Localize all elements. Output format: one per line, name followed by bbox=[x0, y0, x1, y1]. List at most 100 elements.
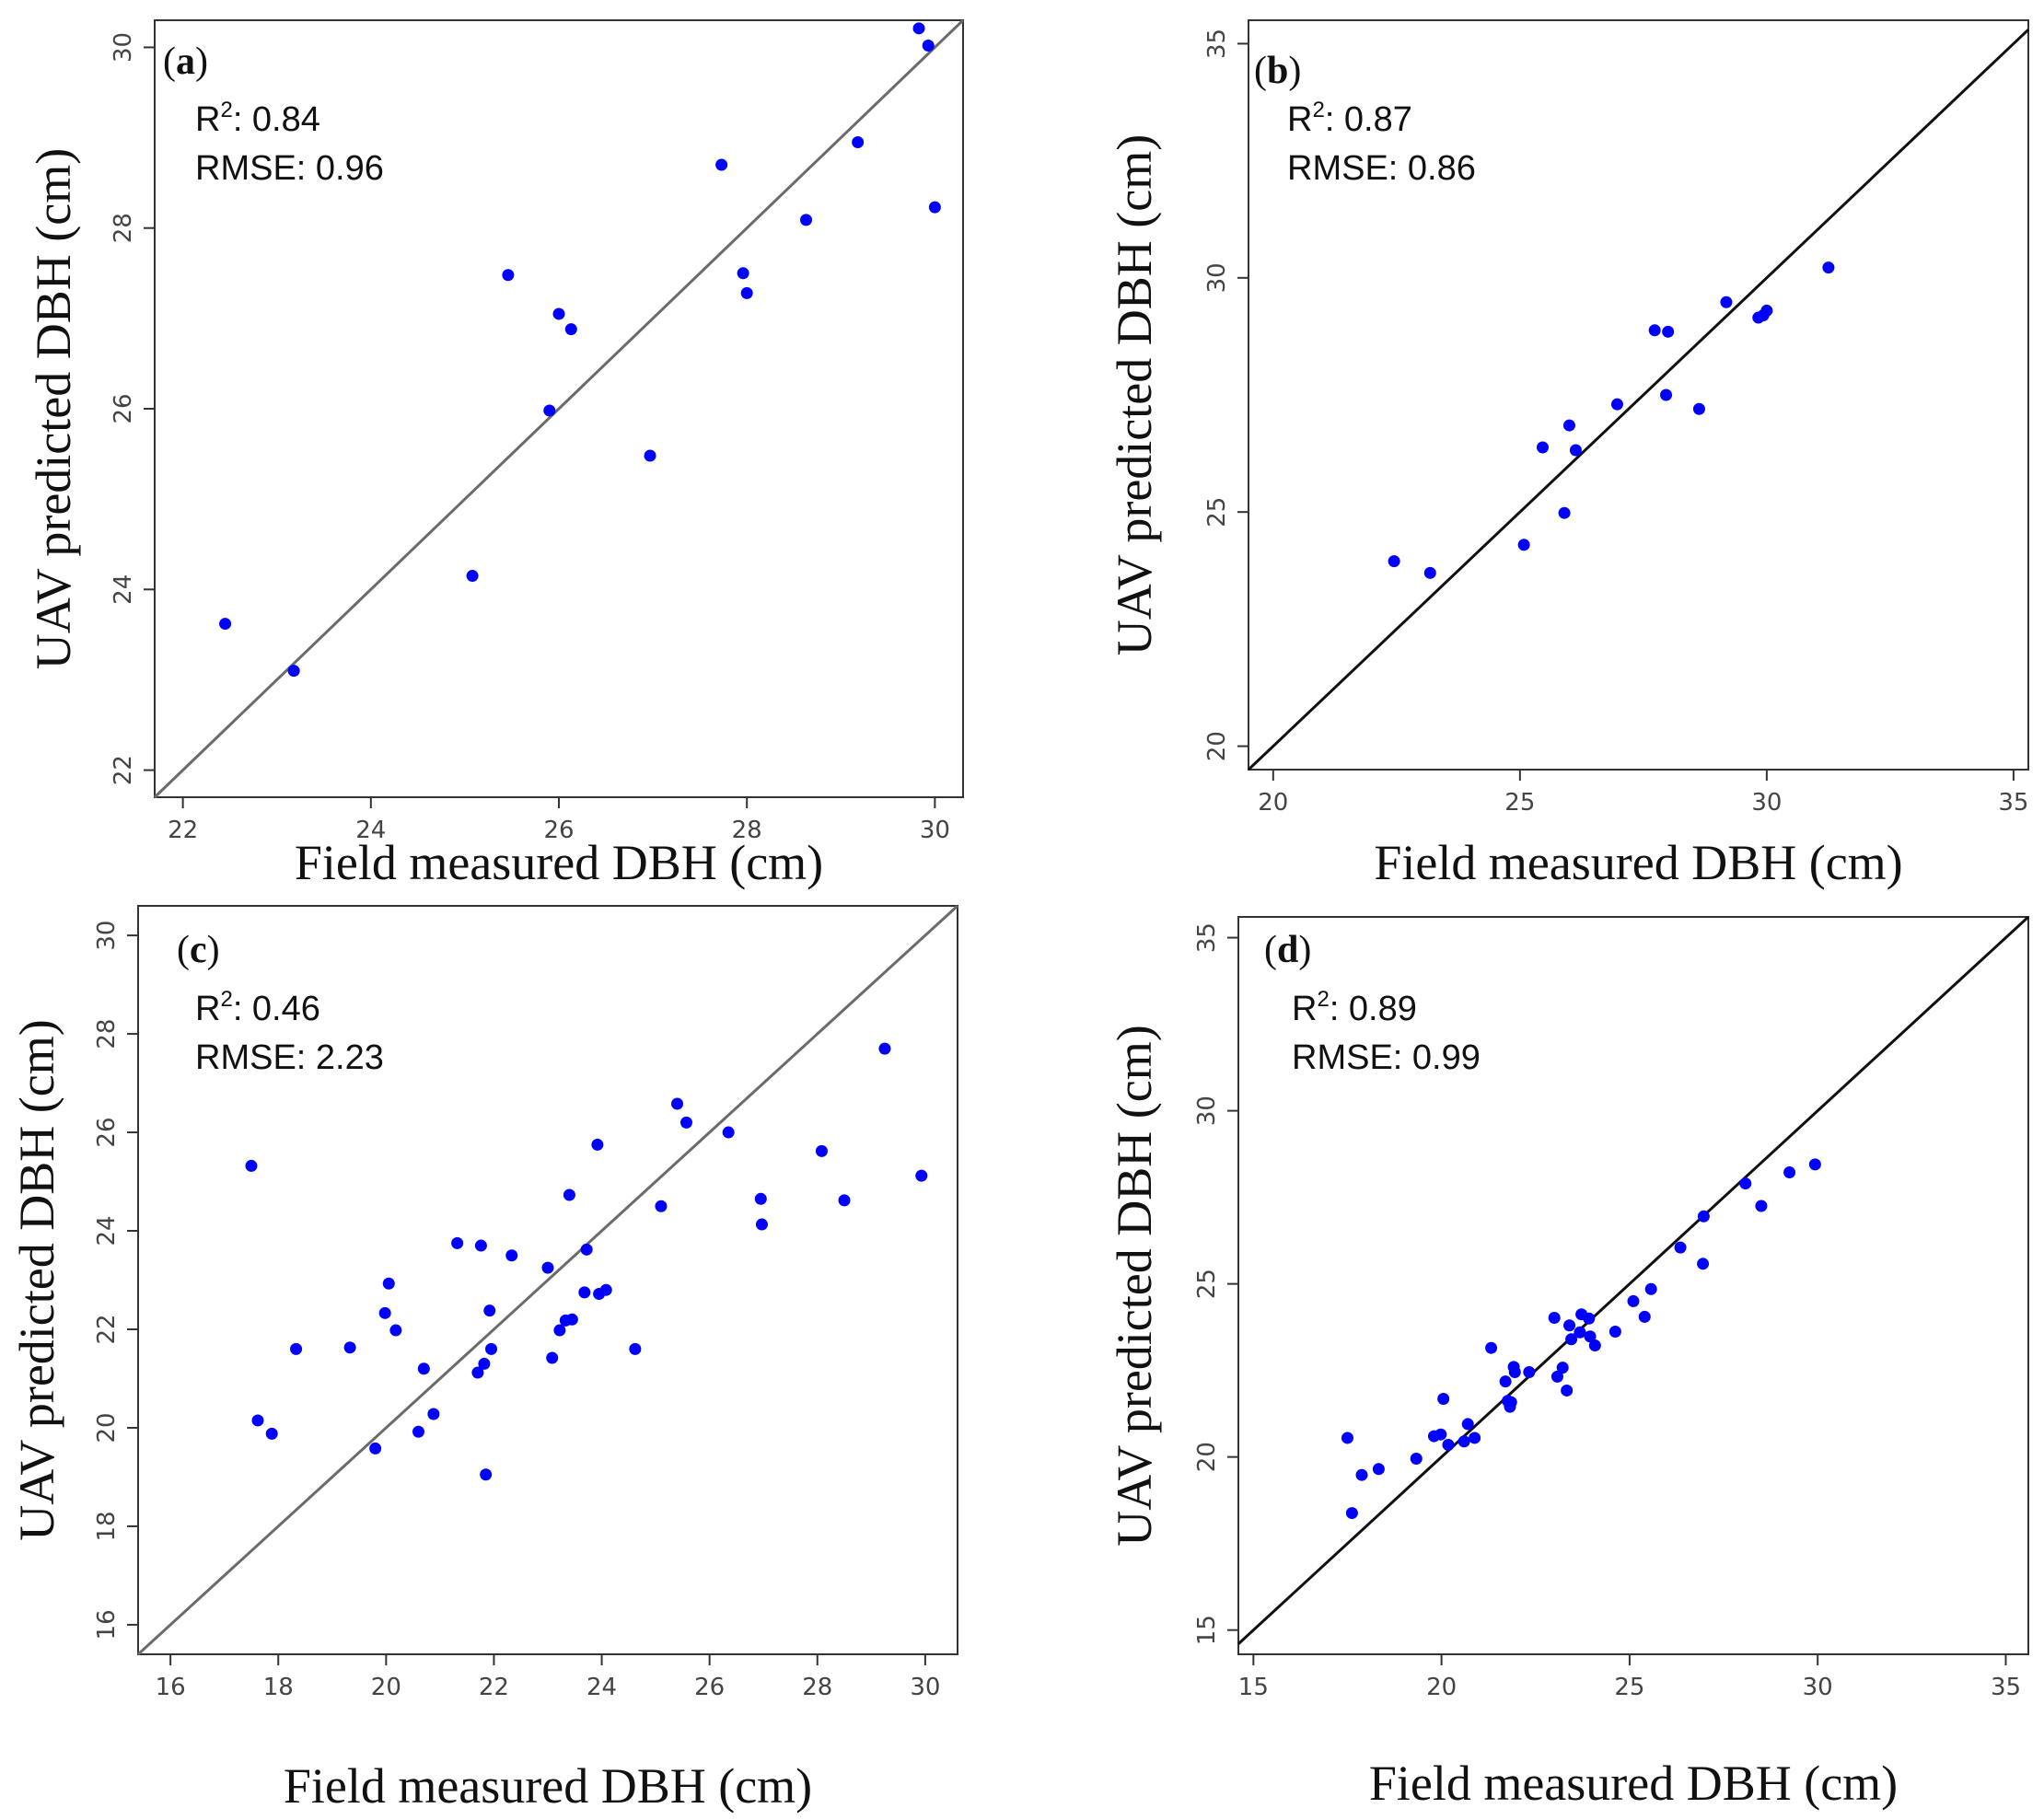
y-tick-label: 16 bbox=[93, 1609, 121, 1640]
x-axis-title: Field measured DBH (cm) bbox=[295, 835, 823, 890]
data-point bbox=[1648, 324, 1661, 337]
y-tick-label: 15 bbox=[1193, 1615, 1221, 1645]
y-tick-label: 30 bbox=[93, 921, 121, 951]
data-point bbox=[483, 1304, 496, 1317]
data-point bbox=[565, 1313, 578, 1326]
data-point bbox=[245, 1159, 258, 1172]
data-point bbox=[480, 1468, 493, 1481]
data-point bbox=[343, 1341, 356, 1354]
data-point bbox=[1537, 441, 1550, 454]
y-axis-title: UAV predicted DBH (cm) bbox=[9, 1019, 64, 1540]
r2-annotation: R2: 0.84 bbox=[195, 98, 320, 139]
data-point bbox=[1574, 1326, 1586, 1339]
data-point bbox=[1517, 539, 1530, 551]
data-point bbox=[382, 1277, 395, 1290]
data-point bbox=[1423, 566, 1436, 579]
data-point bbox=[1563, 1319, 1576, 1332]
data-point bbox=[541, 1261, 554, 1274]
data-point bbox=[755, 1218, 768, 1231]
data-point bbox=[599, 1283, 612, 1296]
data-point bbox=[1410, 1453, 1423, 1466]
data-point bbox=[466, 570, 479, 583]
data-point bbox=[1437, 1392, 1450, 1405]
data-point bbox=[485, 1342, 498, 1355]
data-point bbox=[1662, 325, 1675, 338]
rmse-annotation: RMSE: 0.86 bbox=[1287, 149, 1476, 188]
data-point bbox=[427, 1408, 440, 1420]
data-point bbox=[591, 1138, 604, 1151]
r2-annotation: R2: 0.46 bbox=[195, 987, 320, 1028]
x-tick-label: 20 bbox=[1426, 1674, 1457, 1701]
data-point bbox=[478, 1357, 491, 1370]
y-axis-title: UAV predicted DBH (cm) bbox=[26, 148, 81, 669]
data-point bbox=[679, 1116, 692, 1129]
x-tick-label: 25 bbox=[1504, 789, 1535, 817]
data-point bbox=[378, 1306, 391, 1319]
data-point bbox=[1508, 1366, 1521, 1379]
data-point bbox=[1808, 1158, 1821, 1171]
data-point bbox=[740, 286, 753, 299]
data-point bbox=[1469, 1432, 1481, 1444]
data-point bbox=[722, 1126, 735, 1139]
data-point bbox=[543, 404, 556, 417]
data-point bbox=[1556, 1362, 1569, 1374]
data-point bbox=[265, 1427, 278, 1440]
data-point bbox=[474, 1239, 487, 1252]
data-point bbox=[737, 267, 749, 280]
data-point bbox=[928, 201, 941, 214]
data-point bbox=[922, 39, 935, 52]
data-point bbox=[219, 618, 232, 631]
data-point bbox=[1341, 1432, 1353, 1444]
data-point bbox=[1660, 388, 1673, 401]
data-point bbox=[1674, 1241, 1687, 1254]
r2-annotation: R2: 0.89 bbox=[1292, 987, 1417, 1028]
x-tick-label: 28 bbox=[732, 817, 762, 844]
data-point bbox=[1434, 1428, 1447, 1441]
x-axis-title: Field measured DBH (cm) bbox=[1374, 835, 1902, 890]
panel-label: (d) bbox=[1264, 929, 1311, 971]
data-point bbox=[1355, 1468, 1368, 1481]
x-tick-label: 25 bbox=[1614, 1674, 1644, 1701]
rmse-annotation: RMSE: 0.99 bbox=[1292, 1038, 1481, 1077]
data-point bbox=[655, 1200, 668, 1212]
y-axis-title: UAV predicted DBH (cm) bbox=[1107, 134, 1162, 655]
x-tick-label: 20 bbox=[1258, 789, 1288, 817]
y-tick-label: 22 bbox=[93, 1314, 121, 1344]
x-tick-label: 24 bbox=[355, 817, 386, 844]
data-point bbox=[553, 1324, 566, 1337]
plot-frame bbox=[1248, 19, 2029, 771]
data-point bbox=[1584, 1330, 1597, 1343]
x-axis-title: Field measured DBH (cm) bbox=[284, 1758, 812, 1814]
y-tick-label: 24 bbox=[110, 574, 137, 605]
data-point bbox=[1783, 1166, 1796, 1179]
data-point bbox=[1583, 1312, 1596, 1325]
data-point bbox=[1565, 1333, 1578, 1346]
x-tick-label: 15 bbox=[1238, 1674, 1269, 1701]
data-point bbox=[1561, 1384, 1574, 1397]
chart-panel-b: 20 25 30 35 20 25 30 35 (b) R2: 0.87 RMSE: 0.86 Fie… bbox=[1107, 19, 2030, 890]
x-tick-label: 26 bbox=[543, 817, 574, 844]
x-tick-label: 30 bbox=[1751, 789, 1782, 817]
data-point bbox=[754, 1192, 767, 1205]
one-to-one-line bbox=[1247, 29, 2030, 771]
data-point bbox=[1692, 402, 1705, 415]
data-point bbox=[671, 1097, 684, 1110]
chart-panel-d: 15 20 25 30 35 15 20 25 30 35 (d) R2: 0.89 RMSE: 0.9… bbox=[1107, 915, 2030, 1811]
y-tick-label: 30 bbox=[1193, 1095, 1221, 1126]
y-tick-label: 26 bbox=[93, 1117, 121, 1147]
data-point bbox=[290, 1342, 303, 1355]
y-tick-label: 18 bbox=[93, 1511, 121, 1541]
data-point bbox=[800, 214, 813, 226]
data-point bbox=[1588, 1339, 1601, 1352]
data-point bbox=[578, 1286, 591, 1299]
data-point bbox=[912, 22, 925, 35]
data-point bbox=[878, 1042, 891, 1055]
data-point bbox=[471, 1366, 484, 1379]
x-tick-label: 16 bbox=[156, 1674, 186, 1701]
data-point bbox=[502, 269, 515, 282]
y-axis-title: UAV predicted DBH (cm) bbox=[1107, 1025, 1162, 1546]
data-point bbox=[563, 1188, 575, 1201]
data-point bbox=[629, 1342, 642, 1355]
data-point bbox=[1644, 1282, 1657, 1295]
data-point bbox=[389, 1324, 402, 1337]
